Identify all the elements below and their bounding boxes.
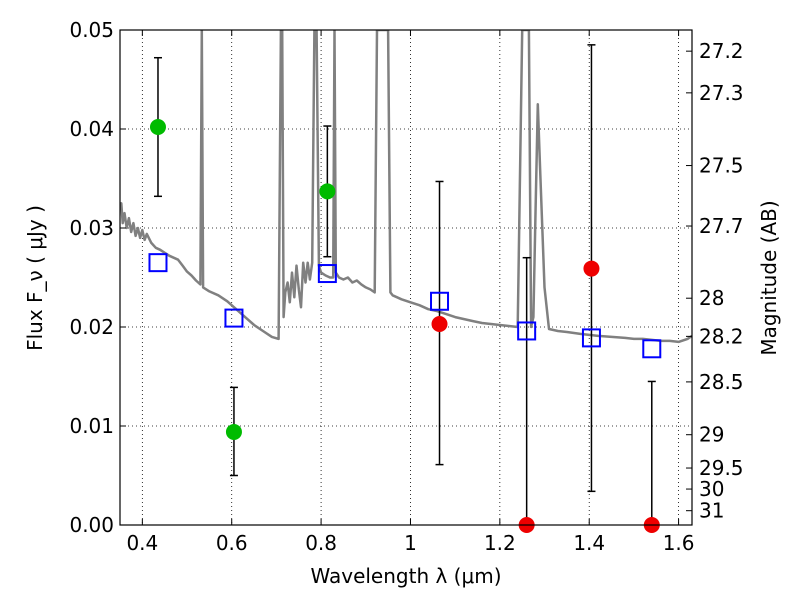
magnitude-tick-label: 29.5 — [699, 456, 744, 480]
y-tick-label: 0.05 — [69, 18, 114, 42]
x-tick-label: 1 — [404, 531, 417, 555]
magnitude-tick-label: 30 — [699, 477, 724, 501]
model-spectrum — [120, 30, 692, 344]
y-tick-label: 0.00 — [69, 513, 114, 537]
model-photometry-squares — [148, 253, 662, 359]
y-tick-label: 0.03 — [69, 216, 114, 240]
model-photometry-square — [148, 253, 168, 273]
x-axis-label: Wavelength λ (μm) — [310, 564, 501, 588]
grid-lines — [120, 30, 692, 525]
model-photometry-square — [224, 308, 244, 328]
error-bars — [153, 44, 656, 526]
y-tick-label: 0.02 — [69, 315, 114, 339]
magnitude-tick-label: 28.5 — [699, 370, 744, 394]
magnitude-tick-label: 31 — [699, 499, 724, 523]
y-axis-ticks: 0.00 0.01 0.02 0.03 0.04 0.05 — [69, 18, 126, 537]
model-photometry-square — [581, 328, 601, 348]
right-axis-label: Magnitude (AB) — [757, 200, 781, 355]
model-photometry-square — [317, 264, 337, 284]
x-tick-label: 1.4 — [573, 531, 605, 555]
plot-area-frame — [119, 29, 693, 526]
magnitude-tick-label: 27.3 — [699, 81, 744, 105]
x-tick-label: 1.2 — [484, 531, 516, 555]
detection-point — [149, 119, 166, 136]
y-tick-label: 0.01 — [69, 414, 114, 438]
magnitude-tick-label: 27.2 — [699, 39, 744, 63]
x-axis-ticks: 0.4 0.6 0.8 1 1.2 1.4 1.6 — [126, 30, 695, 555]
magnitude-tick-label: 28 — [699, 286, 724, 310]
detection-point — [319, 183, 336, 200]
model-spectrum-line — [120, 30, 692, 344]
x-tick-label: 1.6 — [663, 531, 695, 555]
x-tick-label: 0.4 — [126, 531, 158, 555]
y-tick-label: 0.04 — [69, 117, 114, 141]
low-significance-point — [583, 260, 600, 277]
model-photometry-square — [517, 321, 537, 341]
model-photometry-square — [430, 291, 450, 311]
y-axis-label: Flux F_ν ( μJy ) — [23, 205, 47, 351]
magnitude-tick-label: 27.7 — [699, 214, 744, 238]
magnitude-tick-label: 27.5 — [699, 154, 744, 178]
detection-point — [225, 423, 242, 440]
model-photometry-square — [642, 339, 662, 359]
magnitude-tick-label: 28.2 — [699, 324, 744, 348]
magnitude-tick-label: 29 — [699, 423, 724, 447]
low-significance-point — [431, 316, 448, 333]
x-tick-label: 0.6 — [216, 531, 248, 555]
x-tick-label: 0.8 — [305, 531, 337, 555]
